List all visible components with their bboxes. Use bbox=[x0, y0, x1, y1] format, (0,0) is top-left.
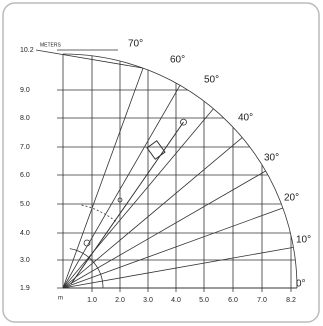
origin-label: m bbox=[58, 296, 63, 302]
x-label: 4.0 bbox=[171, 297, 181, 304]
x-label: 7.0 bbox=[257, 297, 267, 304]
radial-line bbox=[62, 207, 284, 289]
y-label: 9.0 bbox=[20, 87, 30, 94]
x-label: 8.2 bbox=[286, 297, 296, 304]
angle-labels: 70° 60° 50° 40° 30° 20° 10° 0° bbox=[128, 39, 311, 290]
angle-label: 20° bbox=[284, 193, 299, 204]
boom-pivot bbox=[83, 239, 91, 247]
boom-core bbox=[70, 121, 184, 285]
radial-line bbox=[62, 85, 181, 289]
angle-label: 30° bbox=[264, 153, 279, 164]
x-label: 2.0 bbox=[115, 297, 125, 304]
x-label: 1.0 bbox=[87, 297, 97, 304]
radial-line bbox=[62, 170, 266, 289]
pointer bbox=[35, 49, 144, 69]
boom-joint bbox=[146, 140, 166, 160]
y-label: 5.0 bbox=[20, 201, 30, 208]
angle-label: 60° bbox=[170, 55, 185, 66]
y-label: 1.9 bbox=[20, 285, 30, 292]
radial-line bbox=[62, 246, 294, 289]
y-label: 4.0 bbox=[20, 230, 30, 237]
y-label: 8.0 bbox=[20, 115, 30, 122]
grid bbox=[35, 49, 298, 292]
boom-tip bbox=[180, 118, 187, 126]
y-label: 10.2 bbox=[20, 47, 34, 54]
y-label: 3.0 bbox=[20, 257, 30, 264]
frame bbox=[2, 2, 320, 323]
x-label: 6.0 bbox=[228, 297, 238, 304]
y-label: 6.0 bbox=[20, 172, 30, 179]
angle-label: 10° bbox=[296, 235, 311, 246]
x-labels: 1.0 2.0 3.0 4.0 5.0 6.0 7.0 8.2 bbox=[87, 297, 296, 304]
x-label: 3.0 bbox=[143, 297, 153, 304]
y-labels: 10.2 9.0 8.0 7.0 6.0 5.0 4.0 3.0 1.9 bbox=[20, 47, 34, 292]
radial-line bbox=[62, 108, 214, 289]
x-label: 5.0 bbox=[199, 297, 209, 304]
radial-line bbox=[62, 137, 243, 289]
angle-label: 40° bbox=[238, 113, 253, 124]
angle-label: 50° bbox=[204, 75, 219, 86]
angle-label: 0° bbox=[296, 279, 306, 290]
outer-arc bbox=[62, 53, 298, 289]
angle-label: 70° bbox=[128, 39, 143, 50]
y-label: 7.0 bbox=[20, 144, 30, 151]
boom-pivot2 bbox=[117, 197, 123, 203]
radial-line bbox=[62, 67, 144, 289]
unit-label: METERS bbox=[40, 42, 62, 48]
